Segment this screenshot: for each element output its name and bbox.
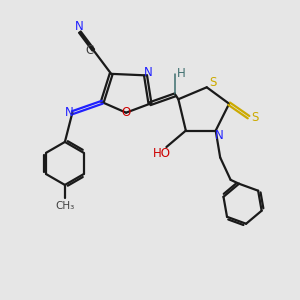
Text: H: H	[177, 68, 186, 80]
Text: N: N	[215, 130, 224, 142]
Text: HO: HO	[153, 147, 171, 160]
Text: N: N	[64, 106, 73, 119]
Text: S: S	[209, 76, 216, 89]
Text: N: N	[75, 20, 84, 33]
Text: C: C	[85, 44, 94, 57]
Text: N: N	[144, 67, 153, 80]
Text: S: S	[251, 111, 259, 124]
Text: CH₃: CH₃	[55, 201, 74, 211]
Text: O: O	[122, 106, 131, 119]
